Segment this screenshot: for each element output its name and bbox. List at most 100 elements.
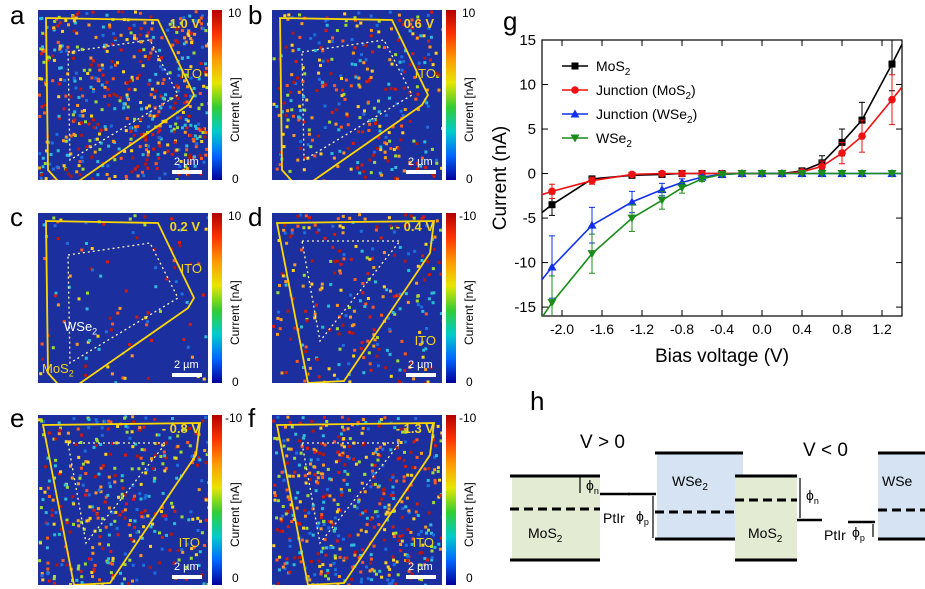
noise-pixel bbox=[301, 416, 305, 420]
noise-pixel bbox=[281, 529, 285, 533]
noise-pixel bbox=[159, 106, 163, 110]
noise-pixel bbox=[151, 133, 155, 137]
noise-pixel bbox=[439, 439, 442, 443]
noise-pixel bbox=[204, 227, 208, 231]
noise-pixel bbox=[81, 114, 85, 118]
noise-pixel bbox=[286, 109, 290, 113]
noise-pixel bbox=[80, 109, 84, 113]
noise-pixel bbox=[369, 368, 373, 372]
noise-pixel bbox=[126, 425, 130, 429]
noise-pixel bbox=[68, 530, 72, 534]
noise-pixel bbox=[206, 42, 208, 46]
noise-pixel bbox=[335, 303, 339, 307]
data-point bbox=[697, 175, 707, 184]
noise-pixel bbox=[204, 335, 208, 339]
noise-pixel bbox=[432, 291, 436, 295]
noise-pixel bbox=[53, 224, 57, 228]
noise-pixel bbox=[115, 94, 119, 98]
noise-pixel bbox=[365, 80, 369, 84]
noise-pixel bbox=[319, 426, 323, 430]
noise-pixel bbox=[426, 260, 430, 264]
noise-pixel bbox=[370, 463, 374, 467]
noise-pixel bbox=[340, 453, 344, 457]
noise-pixel bbox=[303, 379, 307, 383]
noise-pixel bbox=[381, 464, 385, 468]
noise-pixel bbox=[77, 564, 81, 568]
noise-pixel bbox=[423, 563, 427, 567]
noise-pixel bbox=[320, 286, 324, 290]
noise-pixel bbox=[364, 58, 368, 62]
noise-pixel bbox=[123, 577, 126, 581]
noise-pixel bbox=[90, 114, 93, 118]
noise-pixel bbox=[410, 26, 414, 30]
noise-pixel bbox=[171, 505, 175, 509]
noise-pixel bbox=[118, 99, 122, 103]
ito-label-b: ITO bbox=[414, 66, 436, 81]
colorbar-title-d: Current [nA] bbox=[462, 280, 476, 345]
noise-pixel bbox=[423, 278, 427, 282]
noise-pixel bbox=[364, 302, 368, 306]
noise-pixel bbox=[72, 522, 75, 526]
noise-pixel bbox=[107, 103, 111, 107]
noise-pixel bbox=[313, 473, 317, 477]
noise-pixel bbox=[197, 127, 201, 131]
noise-pixel bbox=[338, 509, 342, 513]
noise-pixel bbox=[145, 323, 149, 327]
noise-pixel bbox=[84, 373, 88, 377]
noise-pixel bbox=[175, 148, 179, 152]
noise-pixel bbox=[184, 94, 188, 98]
noise-pixel bbox=[414, 417, 418, 420]
noise-pixel bbox=[92, 90, 95, 93]
noise-pixel bbox=[130, 467, 134, 471]
noise-pixel bbox=[127, 97, 130, 101]
noise-pixel bbox=[408, 120, 412, 123]
noise-pixel bbox=[119, 156, 123, 160]
noise-pixel bbox=[395, 479, 399, 483]
noise-pixel bbox=[164, 93, 167, 97]
noise-pixel bbox=[347, 445, 351, 449]
noise-pixel bbox=[430, 556, 434, 560]
noise-pixel bbox=[105, 13, 109, 17]
noise-pixel bbox=[40, 342, 44, 346]
noise-pixel bbox=[123, 376, 127, 380]
noise-pixel bbox=[89, 63, 93, 67]
noise-pixel bbox=[193, 134, 197, 138]
noise-pixel bbox=[91, 10, 95, 14]
y-axis-label: Current (nA) bbox=[490, 126, 511, 231]
noise-pixel bbox=[383, 416, 387, 420]
noise-pixel bbox=[286, 525, 290, 529]
noise-pixel bbox=[434, 158, 438, 162]
noise-pixel bbox=[374, 228, 378, 232]
noise-pixel bbox=[75, 12, 79, 16]
noise-pixel bbox=[65, 521, 69, 525]
noise-pixel bbox=[365, 516, 369, 520]
noise-pixel bbox=[411, 32, 415, 36]
noise-pixel bbox=[383, 156, 387, 160]
noise-pixel bbox=[342, 253, 346, 257]
noise-pixel bbox=[276, 528, 279, 532]
noise-pixel bbox=[203, 70, 207, 74]
noise-pixel bbox=[132, 134, 136, 137]
noise-pixel bbox=[184, 73, 188, 77]
noise-pixel bbox=[46, 561, 50, 565]
noise-pixel bbox=[75, 31, 79, 35]
noise-pixel bbox=[185, 148, 189, 152]
noise-pixel bbox=[420, 551, 424, 555]
noise-pixel bbox=[276, 316, 280, 320]
noise-pixel bbox=[149, 15, 153, 19]
noise-pixel bbox=[280, 470, 284, 474]
noise-pixel bbox=[85, 242, 88, 245]
noise-pixel bbox=[385, 142, 389, 146]
noise-pixel bbox=[92, 569, 96, 573]
noise-pixel bbox=[139, 101, 143, 104]
noise-pixel bbox=[40, 574, 44, 578]
noise-pixel bbox=[41, 31, 45, 35]
noise-pixel bbox=[138, 33, 142, 37]
noise-pixel bbox=[55, 563, 59, 567]
noise-pixel bbox=[135, 236, 139, 240]
noise-pixel bbox=[373, 510, 377, 514]
noise-pixel bbox=[53, 476, 56, 480]
noise-pixel bbox=[75, 45, 79, 49]
noise-pixel bbox=[430, 10, 434, 14]
noise-pixel bbox=[343, 469, 347, 473]
